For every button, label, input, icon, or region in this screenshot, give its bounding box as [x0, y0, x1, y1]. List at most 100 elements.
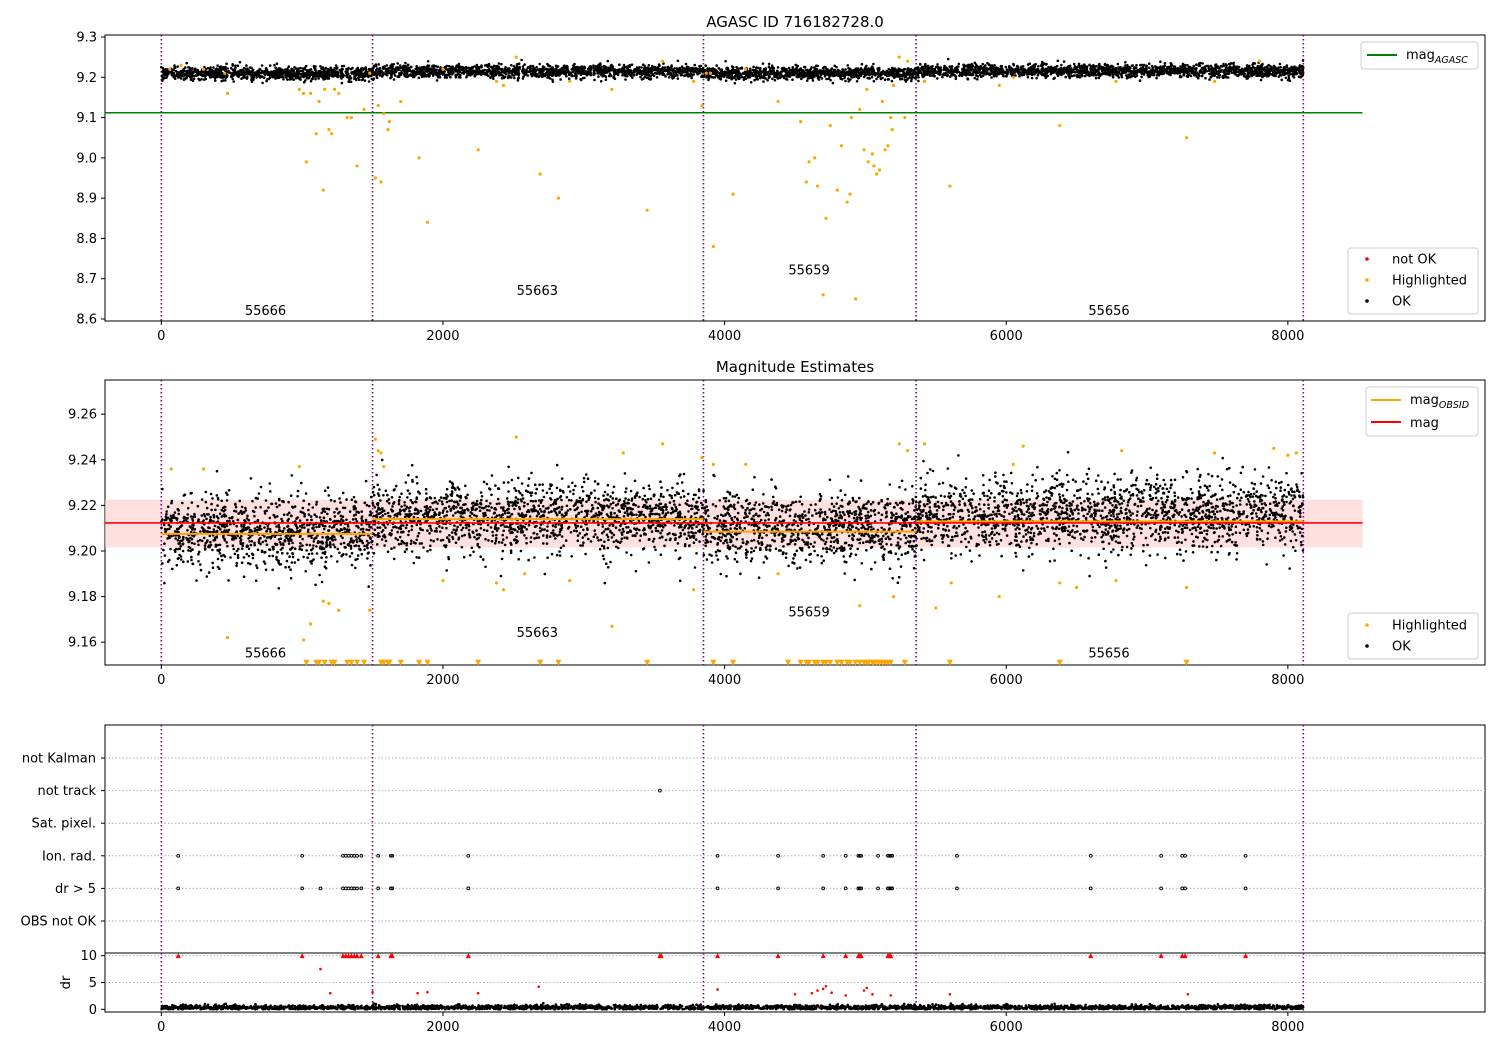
ok-point	[903, 78, 907, 81]
ok-point	[457, 68, 460, 71]
ok-point	[345, 67, 348, 71]
ok-point	[1209, 64, 1213, 68]
ok-point	[386, 69, 389, 73]
ok-point	[1093, 68, 1096, 71]
ok-point	[862, 72, 866, 76]
ok-point	[781, 74, 784, 78]
ok-point	[436, 65, 440, 69]
ok-point	[811, 79, 815, 82]
ok-point	[1131, 71, 1134, 74]
ok-point	[547, 74, 551, 77]
figure-title: AGASC ID 716182728.0	[706, 13, 884, 31]
ok-point	[1291, 68, 1294, 71]
ok-point	[1301, 69, 1305, 72]
ok-point	[753, 69, 756, 72]
ok-point	[1208, 78, 1211, 81]
ok-point	[1278, 69, 1281, 73]
ok-point	[328, 68, 332, 71]
ok-point	[426, 69, 430, 72]
ok-point	[876, 67, 879, 71]
ok-point	[1155, 73, 1159, 77]
ok-point	[1020, 71, 1024, 74]
ok-point	[1225, 72, 1229, 76]
ok-point	[1267, 74, 1270, 78]
ok-point	[1126, 64, 1129, 67]
ok-point	[172, 72, 176, 76]
ok-point	[469, 74, 472, 77]
ok-point	[393, 68, 397, 72]
ok-point	[340, 64, 344, 68]
ok-point	[600, 65, 603, 69]
ok-point	[1030, 76, 1034, 80]
ok-point	[831, 81, 835, 85]
ok-point	[551, 78, 554, 82]
ok-point	[1114, 70, 1118, 73]
ok-point	[193, 67, 197, 70]
ok-point	[429, 67, 432, 70]
ok-point	[1267, 72, 1270, 75]
ok-point	[720, 68, 724, 71]
ok-point	[1114, 66, 1118, 70]
ok-point	[549, 77, 552, 80]
ok-point	[439, 66, 442, 69]
ok-point	[1040, 60, 1044, 64]
ok-point	[969, 69, 973, 72]
ok-point	[678, 66, 681, 70]
ok-point	[1018, 74, 1021, 78]
ok-point	[556, 65, 560, 68]
ok-point	[274, 66, 277, 70]
ok-point	[1188, 66, 1192, 70]
ok-point	[404, 61, 407, 65]
ok-point	[922, 72, 925, 76]
ok-point	[468, 70, 471, 74]
ok-point	[699, 69, 702, 73]
ok-point	[1252, 73, 1255, 76]
ok-point	[994, 72, 997, 76]
ok-point	[1078, 76, 1082, 79]
ok-point	[1124, 66, 1128, 70]
ok-point	[221, 66, 225, 69]
ok-point	[1226, 69, 1229, 73]
ok-point	[643, 75, 647, 78]
ok-point	[902, 68, 905, 72]
ok-point	[262, 76, 266, 79]
ok-point	[369, 74, 373, 78]
ok-point	[892, 69, 896, 73]
ok-point	[535, 66, 538, 69]
ok-point	[1005, 74, 1008, 78]
ok-point	[1094, 76, 1098, 80]
ok-point	[645, 76, 649, 80]
ok-point	[1099, 65, 1103, 68]
ok-point	[169, 70, 173, 74]
ok-point	[438, 72, 442, 75]
ok-point	[1241, 72, 1244, 76]
ok-point	[216, 64, 219, 67]
ok-point	[490, 65, 493, 69]
ok-point	[890, 69, 893, 72]
ok-point	[579, 73, 583, 76]
ok-point	[293, 74, 296, 78]
ok-point	[1279, 66, 1282, 69]
ok-point	[1181, 67, 1185, 71]
ok-point	[375, 75, 379, 79]
ok-point	[342, 64, 346, 68]
ok-point	[469, 66, 473, 70]
ok-point	[1254, 70, 1258, 74]
ok-point	[1129, 66, 1132, 70]
ok-point	[319, 65, 322, 68]
ok-point	[984, 69, 988, 73]
ok-point	[1134, 75, 1137, 79]
ok-point	[866, 76, 869, 80]
ok-point	[1064, 75, 1067, 79]
ok-point	[431, 69, 435, 72]
ok-point	[459, 76, 462, 79]
ok-point	[210, 68, 214, 72]
ok-point	[268, 73, 272, 77]
ok-point	[176, 65, 179, 68]
ok-point	[367, 67, 371, 71]
ok-point	[1072, 74, 1076, 77]
ok-point	[791, 78, 794, 81]
ok-point	[464, 65, 468, 69]
ok-point	[363, 79, 367, 82]
ok-point	[371, 78, 375, 81]
